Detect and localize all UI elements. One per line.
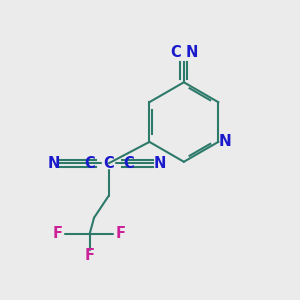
Text: N: N	[186, 45, 198, 60]
Text: C: C	[103, 156, 114, 171]
Text: C: C	[170, 45, 181, 60]
Text: C: C	[123, 156, 134, 171]
Text: N: N	[218, 134, 231, 149]
Text: N: N	[47, 156, 60, 171]
Text: N: N	[154, 156, 167, 171]
Text: F: F	[85, 248, 94, 263]
Text: C: C	[84, 156, 94, 171]
Text: F: F	[116, 226, 126, 242]
Text: F: F	[52, 226, 62, 242]
